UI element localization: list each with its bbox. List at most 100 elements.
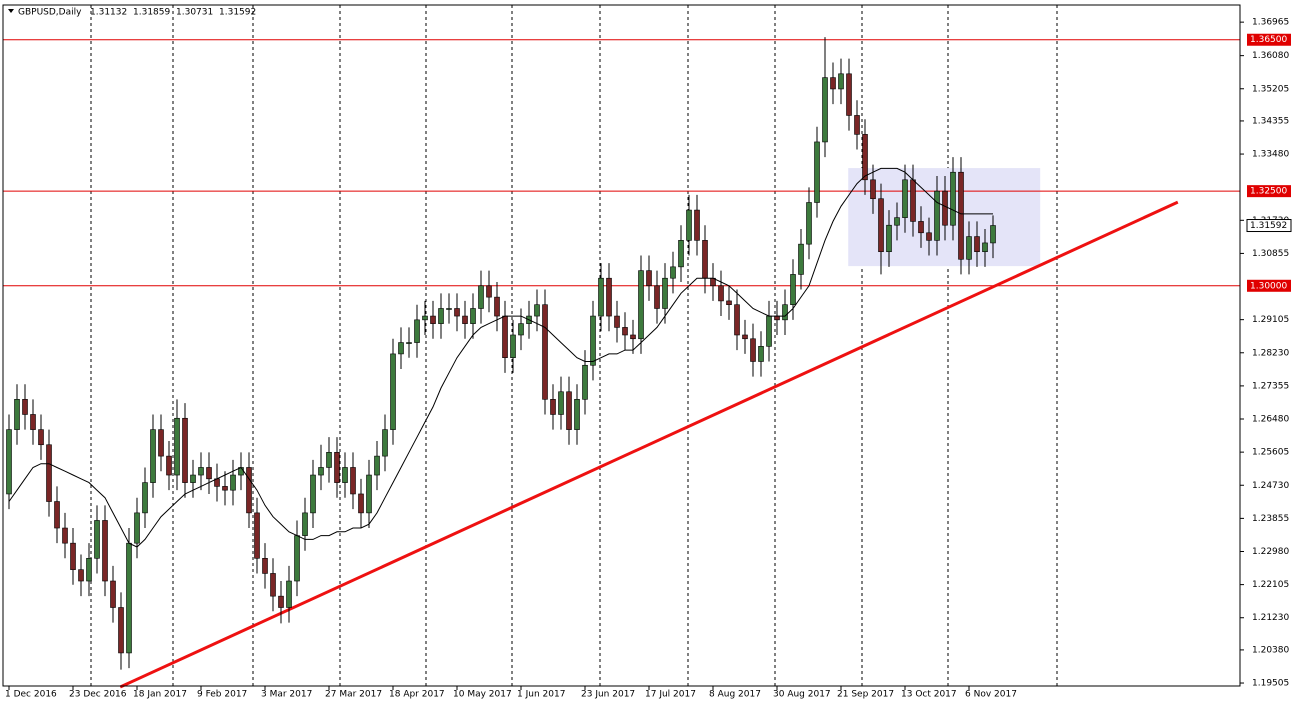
candle-body xyxy=(366,474,372,514)
candle-body xyxy=(750,338,756,362)
candle-body xyxy=(638,270,644,340)
y-tick-label: 1.28230 xyxy=(1252,348,1289,358)
candle-body xyxy=(878,198,884,253)
candle-body xyxy=(726,300,732,306)
candle-body xyxy=(550,399,556,415)
candle-body xyxy=(230,474,236,491)
candle-body xyxy=(62,527,68,544)
candle-body xyxy=(206,467,212,480)
axes: 1.369651.360801.352051.343551.334801.317… xyxy=(5,18,1292,700)
ohlc-value: 1.31859 xyxy=(133,8,170,18)
candle-body xyxy=(390,353,396,430)
candle-body xyxy=(558,391,564,415)
candle-body xyxy=(462,315,468,324)
y-tick-label: 1.35205 xyxy=(1252,84,1289,94)
candle-body xyxy=(374,455,380,476)
candle-body xyxy=(606,277,612,317)
x-tick-label: 23 Dec 2016 xyxy=(69,690,127,700)
candle-body xyxy=(566,391,572,430)
candle-body xyxy=(182,417,188,483)
candle-body xyxy=(598,277,604,317)
candle-body xyxy=(870,179,876,200)
candle-body xyxy=(886,224,892,253)
candle-body xyxy=(542,304,548,400)
candle-body xyxy=(54,501,60,529)
candle-body xyxy=(94,520,100,559)
level-label: 1.36500 xyxy=(1250,35,1287,45)
x-tick-label: 30 Aug 2017 xyxy=(773,690,831,700)
candle-body xyxy=(294,535,300,582)
candle-body xyxy=(46,444,52,502)
candle-body xyxy=(966,236,972,260)
ohlc-value: 1.31132 xyxy=(90,8,127,18)
level-label: 1.32500 xyxy=(1250,187,1287,197)
y-tick-label: 1.26480 xyxy=(1252,415,1289,425)
candle-body xyxy=(118,607,124,654)
candle-body xyxy=(310,474,316,514)
candle-body xyxy=(534,304,540,317)
candle-body xyxy=(158,429,164,457)
candle-body xyxy=(822,77,828,143)
x-tick-label: 9 Feb 2017 xyxy=(197,690,247,700)
y-tick-label: 1.19505 xyxy=(1252,679,1289,689)
x-tick-label: 8 Aug 2017 xyxy=(709,690,761,700)
candle-body xyxy=(862,134,868,181)
candle-body xyxy=(742,334,748,340)
x-tick-label: 10 May 2017 xyxy=(453,690,512,700)
candle-body xyxy=(942,190,948,226)
candle-body xyxy=(470,308,476,324)
y-tick-label: 1.33480 xyxy=(1252,150,1289,160)
candle-body xyxy=(734,304,740,336)
candle-body xyxy=(766,315,772,347)
x-tick-label: 21 Sep 2017 xyxy=(837,690,894,700)
x-tick-label: 18 Jan 2017 xyxy=(133,690,187,700)
candle-body xyxy=(278,595,284,608)
candle-body xyxy=(686,209,692,241)
x-tick-label: 1 Jun 2017 xyxy=(517,690,565,700)
menu-arrow[interactable] xyxy=(8,9,14,13)
candle-body xyxy=(518,323,524,336)
candle-body xyxy=(926,232,932,241)
ohlc-value: 1.31592 xyxy=(219,8,256,18)
candle-body xyxy=(894,217,900,226)
candle-body xyxy=(454,308,460,317)
candle-body xyxy=(422,315,428,321)
price-label: 1.31592 xyxy=(1250,221,1287,231)
candle-body xyxy=(494,296,500,317)
x-tick-label: 18 Apr 2017 xyxy=(389,690,445,700)
y-tick-label: 1.20380 xyxy=(1252,645,1289,655)
candle-body xyxy=(150,429,156,483)
candle-body xyxy=(382,429,388,457)
candle-body xyxy=(142,482,148,514)
plot-frame xyxy=(2,4,1241,687)
candle-body xyxy=(950,171,956,226)
candle-body xyxy=(614,315,620,328)
candle-body xyxy=(702,240,708,279)
candle-body xyxy=(782,304,788,321)
candle-body xyxy=(38,429,44,446)
candle-body xyxy=(350,467,356,495)
level-label-box xyxy=(1247,185,1291,198)
candle-body xyxy=(6,429,12,495)
candle-body xyxy=(990,225,996,244)
candle-body xyxy=(654,285,660,309)
candle-body xyxy=(486,285,492,298)
y-tick-label: 1.36080 xyxy=(1252,51,1289,61)
y-tick-label: 1.27355 xyxy=(1252,381,1289,391)
candle-body xyxy=(262,558,268,574)
candle-body xyxy=(302,512,308,536)
candle-body xyxy=(190,474,196,483)
candle-body xyxy=(478,285,484,309)
candle-body xyxy=(694,209,700,241)
y-tick-label: 1.30855 xyxy=(1252,249,1289,259)
candle-body xyxy=(806,202,812,245)
candle-body xyxy=(974,236,980,253)
candle-body xyxy=(414,319,420,343)
candle-body xyxy=(814,141,820,203)
candle-body xyxy=(254,512,260,559)
candle-body xyxy=(502,315,508,358)
candle-body xyxy=(166,455,172,476)
x-tick-label: 1 Dec 2016 xyxy=(5,690,57,700)
candle-body xyxy=(918,221,924,234)
